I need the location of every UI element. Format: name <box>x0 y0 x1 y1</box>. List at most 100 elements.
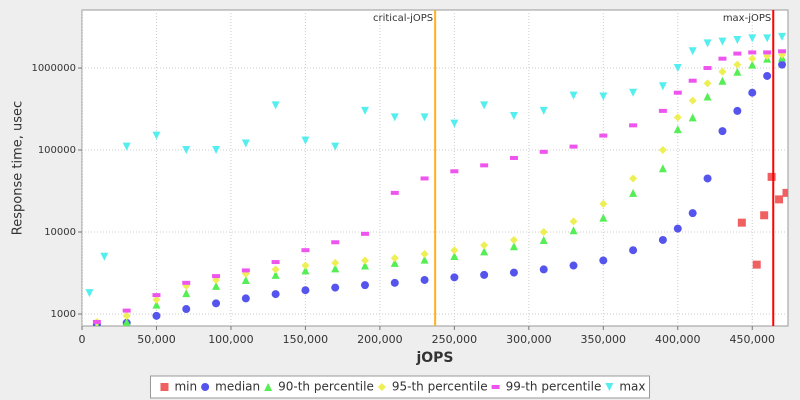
x-tick-label: 0 <box>79 333 86 346</box>
point <box>301 261 310 270</box>
point <box>480 241 489 250</box>
point <box>748 50 757 55</box>
point <box>450 169 459 174</box>
point <box>748 34 757 43</box>
point <box>212 146 221 155</box>
reference-label: max-jOPS <box>723 13 771 24</box>
point <box>748 88 757 97</box>
point <box>778 32 787 41</box>
point <box>673 224 682 233</box>
point <box>122 142 131 151</box>
legend-item: 95-th percentile <box>377 380 488 394</box>
point <box>778 49 787 54</box>
legend-box <box>149 375 651 399</box>
point <box>331 283 340 292</box>
legend: min median 90-th percentile 95-th percentil… <box>149 375 651 399</box>
point <box>569 226 578 235</box>
point <box>360 261 369 270</box>
point <box>271 270 280 279</box>
point <box>480 270 489 279</box>
point <box>152 295 161 304</box>
point <box>271 101 280 110</box>
y-tick-label: 100000 <box>38 145 76 156</box>
point <box>360 256 369 265</box>
legend-item: 90-th percentile <box>264 380 374 394</box>
point <box>539 106 548 115</box>
legend-label: 99-th percentile <box>506 380 602 394</box>
x-tick-label: 200,000 <box>357 333 403 346</box>
point <box>763 50 772 55</box>
point <box>599 199 608 208</box>
point <box>301 286 310 295</box>
x-axis-label: jOPS <box>415 350 453 366</box>
point <box>763 71 772 80</box>
point <box>182 280 191 285</box>
point <box>450 246 459 255</box>
point <box>509 155 518 160</box>
point <box>703 174 712 183</box>
point <box>420 255 429 264</box>
point <box>733 106 742 115</box>
legend-marker <box>264 383 273 391</box>
legend-marker <box>491 385 500 389</box>
legend-label: 95-th percentile <box>392 380 488 394</box>
point <box>480 247 489 256</box>
point <box>331 258 340 267</box>
legend-label: 90-th percentile <box>278 380 374 394</box>
point <box>450 119 459 128</box>
point <box>599 213 608 222</box>
point <box>152 131 161 140</box>
point <box>480 101 489 110</box>
point <box>271 290 280 299</box>
point <box>241 139 250 148</box>
legend-marker <box>605 383 614 391</box>
point <box>390 254 399 263</box>
x-tick-label: 150,000 <box>283 333 329 346</box>
point <box>673 90 682 95</box>
point <box>420 249 429 258</box>
point <box>152 300 161 309</box>
legend-item: 99-th percentile <box>491 380 602 394</box>
point <box>390 190 399 195</box>
point <box>703 39 712 48</box>
point <box>629 174 638 183</box>
y-tick-label: 10000 <box>44 227 76 238</box>
point <box>509 235 518 244</box>
point <box>212 281 221 290</box>
point <box>718 67 727 76</box>
point <box>688 78 697 83</box>
point <box>212 274 221 279</box>
point <box>331 240 340 245</box>
point <box>539 265 548 274</box>
point <box>420 176 429 181</box>
point <box>569 91 578 100</box>
point <box>100 252 109 261</box>
point <box>658 108 667 113</box>
x-tick-label: 400,000 <box>655 333 701 346</box>
point <box>658 146 667 155</box>
legend-label: median <box>215 380 260 394</box>
point <box>360 231 369 236</box>
point <box>733 67 742 76</box>
point <box>718 127 727 136</box>
point <box>673 125 682 134</box>
point <box>509 242 518 251</box>
point <box>658 164 667 173</box>
point <box>629 188 638 197</box>
point <box>748 54 757 63</box>
point <box>703 66 712 71</box>
point <box>390 113 399 122</box>
point <box>450 273 459 282</box>
legend-label: max <box>619 380 645 394</box>
point <box>182 289 191 298</box>
point <box>271 260 280 265</box>
legend-marker <box>377 383 386 391</box>
legend-label: min <box>174 380 197 394</box>
point <box>775 195 784 204</box>
point <box>760 211 769 220</box>
x-tick-label: 100,000 <box>208 333 254 346</box>
point <box>85 289 94 298</box>
point <box>703 92 712 101</box>
